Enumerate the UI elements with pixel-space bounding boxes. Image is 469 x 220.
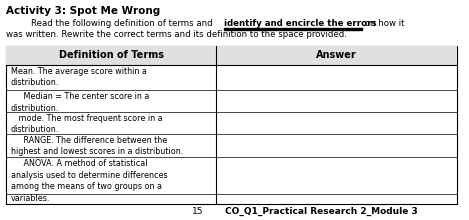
- Text: Read the following definition of terms and: Read the following definition of terms a…: [31, 19, 215, 28]
- Text: Mean. The average score within a
distribution.: Mean. The average score within a distrib…: [11, 67, 147, 87]
- Text: was written. Rewrite the correct terms and its definition to the space provided.: was written. Rewrite the correct terms a…: [6, 29, 347, 38]
- Bar: [6, 46, 457, 65]
- Text: Activity 3: Spot Me Wrong: Activity 3: Spot Me Wrong: [6, 6, 160, 15]
- Text: ANOVA. A method of statistical
analysis used to determine differences
among the : ANOVA. A method of statistical analysis …: [11, 160, 167, 203]
- Text: CO_Q1_Practical Research 2_Module 3: CO_Q1_Practical Research 2_Module 3: [225, 207, 417, 216]
- Bar: [224, 28, 362, 30]
- Text: on how it: on how it: [362, 19, 405, 28]
- Text: Answer: Answer: [316, 50, 357, 60]
- Text: mode. The most frequent score in a
distribution.: mode. The most frequent score in a distr…: [11, 114, 162, 134]
- Text: Median = The center score in a
distribution.: Median = The center score in a distribut…: [11, 92, 149, 112]
- Text: identify and encircle the errors: identify and encircle the errors: [224, 19, 377, 28]
- Text: RANGE. The difference between the
highest and lowest scores in a distribution.: RANGE. The difference between the highes…: [11, 136, 183, 156]
- Text: 15: 15: [192, 207, 204, 216]
- Text: Definition of Terms: Definition of Terms: [59, 50, 164, 60]
- Bar: [6, 46, 457, 204]
